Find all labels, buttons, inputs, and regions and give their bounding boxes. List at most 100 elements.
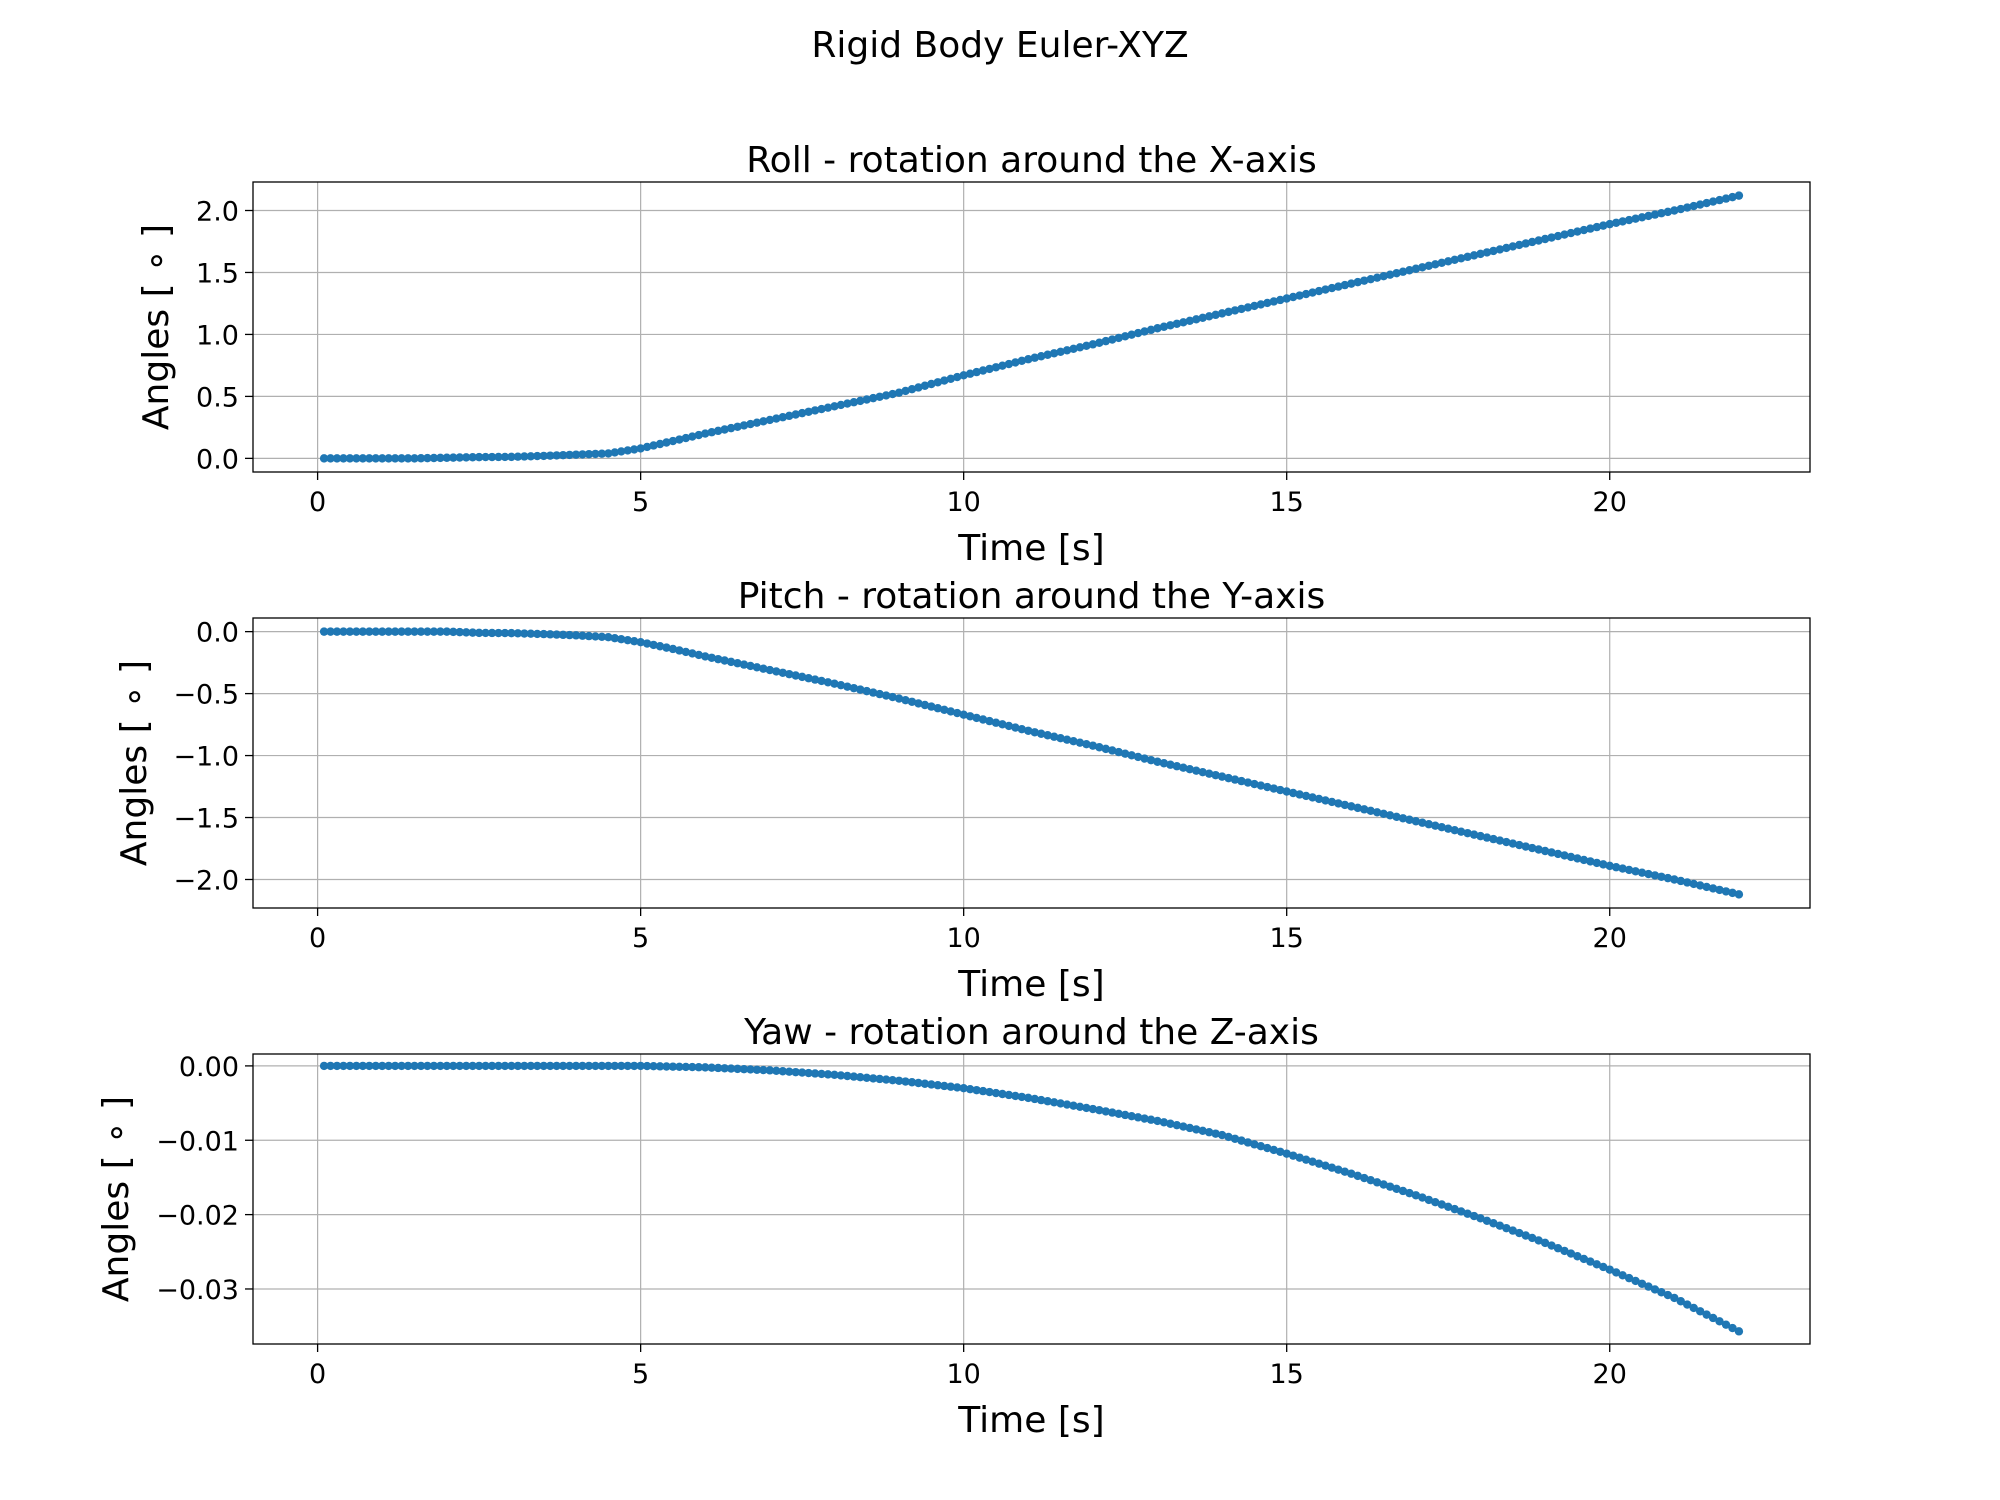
data-point — [494, 1061, 503, 1071]
data-point — [358, 627, 368, 636]
data-point — [629, 1061, 639, 1071]
data-point — [526, 452, 536, 461]
data-point — [1431, 260, 1440, 269]
data-point — [1657, 1288, 1666, 1297]
data-point — [1385, 270, 1395, 279]
data-point — [817, 404, 826, 414]
data-point — [1269, 297, 1278, 306]
data-point — [785, 411, 794, 421]
data-point — [461, 453, 471, 462]
x-tick-label: 5 — [632, 487, 649, 518]
data-point — [1502, 243, 1511, 253]
data-point — [339, 454, 348, 463]
data-point — [1502, 1223, 1511, 1233]
data-point — [1650, 210, 1660, 219]
data-point — [1353, 803, 1362, 813]
data-point — [1695, 881, 1705, 890]
data-point — [1108, 335, 1117, 344]
data-point — [1353, 1171, 1362, 1181]
data-point — [1450, 825, 1459, 835]
data-point — [403, 627, 413, 636]
data-point — [927, 1080, 936, 1089]
data-point — [1069, 736, 1078, 746]
data-point — [481, 452, 490, 462]
data-point — [1702, 198, 1711, 208]
data-point — [500, 452, 510, 462]
data-point — [998, 361, 1007, 370]
data-point — [991, 718, 1001, 727]
data-point — [901, 1077, 910, 1086]
data-point — [1715, 885, 1724, 895]
data-point — [1489, 1219, 1498, 1228]
data-point — [1527, 1233, 1537, 1243]
y-tick-label: −2.0 — [173, 865, 239, 896]
data-point — [584, 1061, 594, 1071]
data-point — [1101, 1107, 1110, 1116]
data-point — [371, 454, 380, 463]
data-point — [545, 630, 555, 639]
data-point — [726, 1064, 736, 1073]
data-point — [1527, 237, 1537, 247]
data-point — [629, 636, 639, 646]
data-point — [1553, 1244, 1563, 1253]
data-point — [1689, 201, 1698, 211]
data-point — [1237, 776, 1246, 786]
data-point — [1411, 817, 1421, 826]
data-point — [907, 1078, 917, 1087]
data-point — [1101, 744, 1110, 754]
data-point — [972, 713, 981, 723]
data-point — [332, 454, 342, 463]
data-point — [746, 1065, 755, 1074]
data-point — [636, 444, 645, 453]
data-point — [701, 429, 710, 438]
data-point — [953, 372, 962, 382]
data-point — [578, 450, 587, 459]
data-point — [584, 631, 594, 641]
data-point — [1683, 1300, 1692, 1309]
data-point — [1515, 240, 1524, 250]
data-point — [940, 376, 949, 385]
data-point — [410, 627, 419, 636]
data-point — [1495, 836, 1505, 845]
data-point — [1314, 1159, 1324, 1168]
data-point — [1243, 1138, 1253, 1147]
data-point — [1502, 837, 1511, 847]
data-point — [804, 1068, 813, 1078]
data-point — [1670, 875, 1679, 884]
data-point — [397, 627, 406, 636]
x-tick-label: 5 — [632, 1359, 649, 1390]
data-point — [319, 454, 329, 463]
data-point — [1133, 1113, 1143, 1122]
data-point — [1372, 273, 1382, 282]
data-point — [1011, 358, 1020, 367]
data-point — [746, 661, 755, 671]
data-point — [558, 450, 568, 460]
data-point — [823, 678, 833, 687]
data-point — [1108, 1108, 1117, 1117]
data-point — [1185, 764, 1194, 774]
data-point — [1004, 359, 1014, 369]
x-tick-label: 20 — [1593, 923, 1627, 954]
data-point — [597, 449, 607, 458]
data-point — [817, 1069, 826, 1079]
data-point — [1056, 734, 1065, 743]
data-point — [1256, 1142, 1266, 1151]
data-point — [533, 629, 542, 639]
data-point — [1127, 1111, 1136, 1121]
data-point — [1217, 1130, 1227, 1140]
data-point — [875, 689, 884, 699]
data-point — [1198, 767, 1207, 777]
data-point — [1611, 1268, 1621, 1277]
data-point — [1347, 1169, 1356, 1178]
data-point — [778, 668, 787, 677]
data-point — [1398, 814, 1408, 823]
data-point — [1469, 830, 1479, 839]
data-point — [1192, 315, 1201, 324]
data-point — [681, 433, 691, 443]
data-point — [998, 720, 1007, 729]
data-point — [1618, 217, 1627, 226]
data-point — [804, 407, 813, 416]
data-point — [1366, 274, 1375, 284]
data-point — [1392, 812, 1401, 821]
data-point — [713, 654, 723, 664]
